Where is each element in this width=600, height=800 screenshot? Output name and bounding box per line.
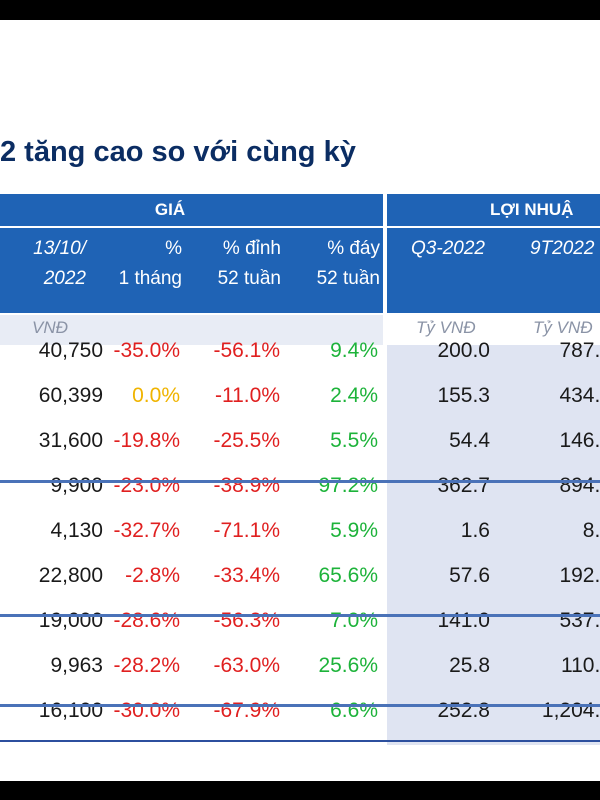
group-divider-2 (0, 614, 600, 617)
cell-q3-profit: 141.0 (437, 609, 490, 632)
cell-peak-change: -67.9% (213, 699, 280, 722)
cell-q3-profit: 362.7 (437, 474, 490, 497)
cell-peak-change: -25.5% (213, 429, 280, 452)
col-header-low-line2: 52 tuần (316, 268, 380, 289)
table-row: 22,800 -2.8% -33.4% 65.6% 57.6 192.5 (0, 558, 600, 598)
cell-price: 22,800 (38, 564, 103, 587)
cell-price: 40,750 (38, 339, 103, 362)
col-header-q3: Q3-2022 (411, 238, 485, 259)
price-header-rule (0, 226, 383, 228)
group-divider-1 (0, 480, 600, 483)
cell-1m-change: -30.0% (113, 699, 180, 722)
table-row: 60,399 0.0% -11.0% 2.4% 155.3 434.0 (0, 378, 600, 418)
table-row: 16,100 -30.0% -67.9% 6.6% 252.8 1,204.6 (0, 693, 600, 733)
col-header-date-line1: 13/10/ (33, 238, 86, 259)
table-row: 9,963 -28.2% -63.0% 25.6% 25.8 110.1 (0, 648, 600, 688)
cell-q3-profit: 200.0 (437, 339, 490, 362)
cell-9t-profit: 787.1 (559, 339, 600, 362)
table-slide: 2 tăng cao so với cùng kỳ GIÁ LỢI NHUẬ 1… (0, 20, 600, 781)
cell-low-change: 6.6% (330, 699, 378, 722)
col-header-peak-line2: 52 tuần (217, 268, 281, 289)
col-header-low-line1: % đáy (327, 238, 380, 259)
unit-9t: Tỷ VNĐ (533, 318, 593, 337)
col-header-peak: % đỉnh 52 tuần (186, 234, 281, 310)
profit-group-label: LỢI NHUẬ (490, 200, 574, 219)
cell-low-change: 5.5% (330, 429, 378, 452)
cell-9t-profit: 8.6 (582, 519, 600, 542)
cell-price: 9,963 (50, 654, 103, 677)
table-row: 19,000 -28.6% -56.3% 7.0% 141.0 537.0 (0, 603, 600, 643)
col-header-peak-line1: % đỉnh (222, 238, 281, 259)
group-divider-3 (0, 704, 600, 707)
col-header-9t: 9T2022 (530, 238, 595, 259)
cell-peak-change: -56.1% (213, 339, 280, 362)
cell-peak-change: -63.0% (213, 654, 280, 677)
profit-column-shade (387, 345, 600, 745)
cell-9t-profit: 434.0 (559, 384, 600, 407)
cell-low-change: 97.2% (318, 474, 378, 497)
cell-q3-profit: 252.8 (437, 699, 490, 722)
table-row: 4,130 -32.7% -71.1% 5.9% 1.6 8.6 (0, 513, 600, 553)
col-header-date: 13/10/ 2022 (0, 234, 86, 310)
cell-low-change: 5.9% (330, 519, 378, 542)
cell-1m-change: -23.0% (113, 474, 180, 497)
unit-price: VNĐ (32, 318, 68, 337)
col-header-1m: % 1 tháng (90, 234, 182, 310)
cell-low-change: 7.0% (330, 609, 378, 632)
cell-low-change: 25.6% (318, 654, 378, 677)
col-header-low: % đáy 52 tuần (285, 234, 380, 310)
table-row: 31,600 -19.8% -25.5% 5.5% 54.4 146.5 (0, 423, 600, 463)
unit-q3: Tỷ VNĐ (416, 318, 476, 337)
table-row: 40,750 -35.0% -56.1% 9.4% 200.0 787.1 (0, 333, 600, 373)
unit-row-background (0, 315, 383, 345)
cell-peak-change: -33.4% (213, 564, 280, 587)
cell-1m-change: -35.0% (113, 339, 180, 362)
cell-price: 16,100 (38, 699, 103, 722)
cell-peak-change: -38.9% (213, 474, 280, 497)
cell-price: 19,000 (38, 609, 103, 632)
cell-9t-profit: 146.5 (559, 429, 600, 452)
price-group-label: GIÁ (154, 200, 186, 219)
cell-1m-change: 0.0% (132, 384, 180, 407)
profit-header-rule (387, 226, 600, 228)
profit-header-band (387, 194, 600, 313)
cell-peak-change: -71.1% (213, 519, 280, 542)
cell-price: 60,399 (38, 384, 103, 407)
slide-heading: 2 tăng cao so với cùng kỳ (0, 136, 356, 168)
cell-peak-change: -11.0% (215, 384, 280, 407)
cell-9t-profit: 1,204.6 (541, 699, 600, 722)
cell-1m-change: -32.7% (113, 519, 180, 542)
cell-q3-profit: 57.6 (449, 564, 490, 587)
cell-1m-change: -28.6% (113, 609, 180, 632)
cell-9t-profit: 537.0 (559, 609, 600, 632)
cell-1m-change: -2.8% (125, 564, 180, 587)
cell-9t-profit: 894.0 (559, 474, 600, 497)
cell-low-change: 9.4% (330, 339, 378, 362)
col-header-1m-line1: % (165, 238, 182, 259)
cell-low-change: 2.4% (330, 384, 378, 407)
col-header-1m-line2: 1 tháng (118, 268, 182, 289)
cell-q3-profit: 1.6 (460, 519, 490, 542)
cell-q3-profit: 54.4 (449, 429, 490, 452)
cell-price: 31,600 (38, 429, 103, 452)
cell-price: 9,900 (50, 474, 103, 497)
cell-q3-profit: 25.8 (449, 654, 490, 677)
cell-9t-profit: 192.5 (559, 564, 600, 587)
table-row: 9,900 -23.0% -38.9% 97.2% 362.7 894.0 (0, 468, 600, 508)
price-header-band (0, 194, 383, 313)
cell-q3-profit: 155.3 (437, 384, 490, 407)
cell-low-change: 65.6% (318, 564, 378, 587)
cell-1m-change: -28.2% (113, 654, 180, 677)
cell-peak-change: -56.3% (213, 609, 280, 632)
cell-9t-profit: 110.1 (561, 654, 600, 677)
cell-1m-change: -19.8% (113, 429, 180, 452)
cell-price: 4,130 (50, 519, 103, 542)
table-bottom-rule (0, 740, 600, 742)
col-header-date-line2: 2022 (43, 268, 86, 289)
